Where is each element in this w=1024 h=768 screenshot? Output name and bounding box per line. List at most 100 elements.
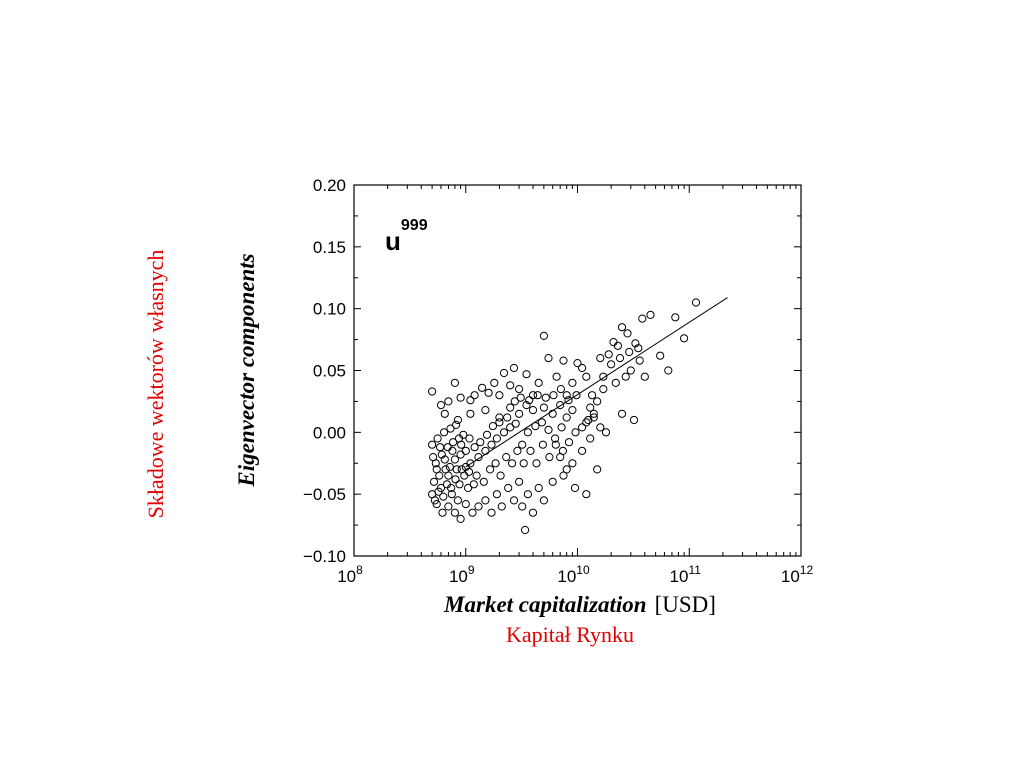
data-point (451, 475, 460, 484)
data-point (492, 490, 501, 499)
x-tick-label: 109 (449, 563, 475, 586)
data-point (509, 363, 519, 373)
data-point (609, 338, 618, 347)
data-point (450, 455, 459, 464)
data-point (461, 446, 470, 455)
data-point (640, 372, 649, 381)
data-point (487, 440, 496, 449)
data-point (582, 418, 591, 427)
data-point (539, 496, 549, 505)
data-point (448, 446, 457, 455)
data-point (593, 465, 602, 474)
data-point (599, 372, 608, 381)
data-point (468, 508, 477, 517)
y-tick-label: 0.00 (313, 423, 346, 442)
data-point (507, 459, 517, 468)
data-point (515, 409, 524, 418)
x-axis-title-main: Market capitalization (443, 592, 647, 617)
data-point (516, 393, 525, 402)
panel-label: u999 (385, 217, 428, 256)
data-point (432, 465, 441, 474)
data-point (509, 496, 519, 505)
data-point (481, 446, 490, 455)
data-point (680, 334, 689, 343)
data-point (638, 314, 647, 323)
data-point (446, 424, 455, 433)
data-point (452, 420, 461, 429)
data-point (562, 465, 571, 474)
x-tick-label: 1011 (670, 563, 702, 586)
data-point (631, 339, 640, 348)
data-point (626, 366, 635, 375)
data-point (607, 360, 616, 369)
x-tick-label: 1010 (557, 563, 590, 586)
data-point (521, 525, 530, 535)
data-point (538, 440, 548, 449)
plot-frame (353, 184, 802, 557)
data-point (472, 471, 481, 480)
data-point (464, 483, 473, 493)
x-axis-title: Market capitalization [USD] (443, 592, 716, 617)
x-axis-ticks: 108 109 1010 1011 1012 (337, 185, 813, 586)
data-point (478, 383, 487, 392)
data-point (559, 471, 568, 480)
data-point (430, 496, 439, 505)
panel-label-superscript: 999 (401, 217, 428, 234)
data-point (474, 453, 483, 462)
data-point (484, 388, 493, 397)
data-point (518, 502, 527, 511)
data-point (589, 413, 598, 422)
data-point (604, 350, 613, 359)
data-point (511, 419, 520, 428)
data-point (532, 459, 541, 468)
data-point (533, 391, 542, 400)
data-point (429, 477, 439, 486)
data-point (428, 387, 437, 396)
data-point (534, 378, 543, 387)
data-point (548, 409, 557, 418)
data-point (525, 396, 534, 405)
y-axis-title: Eigenvector components (234, 253, 259, 487)
y-tick-label: 0.10 (313, 300, 346, 319)
data-point (656, 351, 665, 360)
data-point (445, 462, 454, 472)
data-point (544, 354, 553, 363)
data-point (518, 440, 527, 449)
y-tick-label: −0.05 (303, 485, 346, 504)
data-point (439, 492, 448, 501)
x-tick-label: 1012 (781, 563, 814, 586)
data-point (470, 391, 479, 400)
data-point (465, 434, 474, 443)
data-point (541, 393, 550, 402)
data-point (515, 477, 524, 486)
data-point (623, 329, 632, 338)
data-point (664, 366, 673, 375)
data-point (596, 354, 605, 363)
data-point (466, 396, 475, 405)
data-point (584, 415, 593, 425)
data-point (453, 415, 462, 425)
data-point (562, 413, 571, 422)
data-point (568, 378, 577, 387)
scatter-points (428, 298, 701, 535)
data-point (568, 459, 577, 468)
data-point (434, 487, 443, 496)
data-point (499, 368, 509, 378)
data-point (436, 401, 446, 410)
data-point (457, 440, 466, 449)
data-point (491, 459, 500, 468)
data-point (548, 477, 557, 486)
data-point (625, 347, 634, 357)
data-point (588, 391, 597, 400)
data-point (552, 372, 561, 381)
data-point (499, 428, 509, 437)
data-point (599, 385, 608, 394)
data-point (528, 508, 538, 517)
data-point (444, 397, 453, 406)
data-point (519, 459, 528, 468)
data-point (506, 381, 515, 390)
data-point (589, 409, 598, 418)
data-point (646, 310, 655, 319)
data-point (447, 490, 456, 499)
data-point (534, 483, 543, 493)
